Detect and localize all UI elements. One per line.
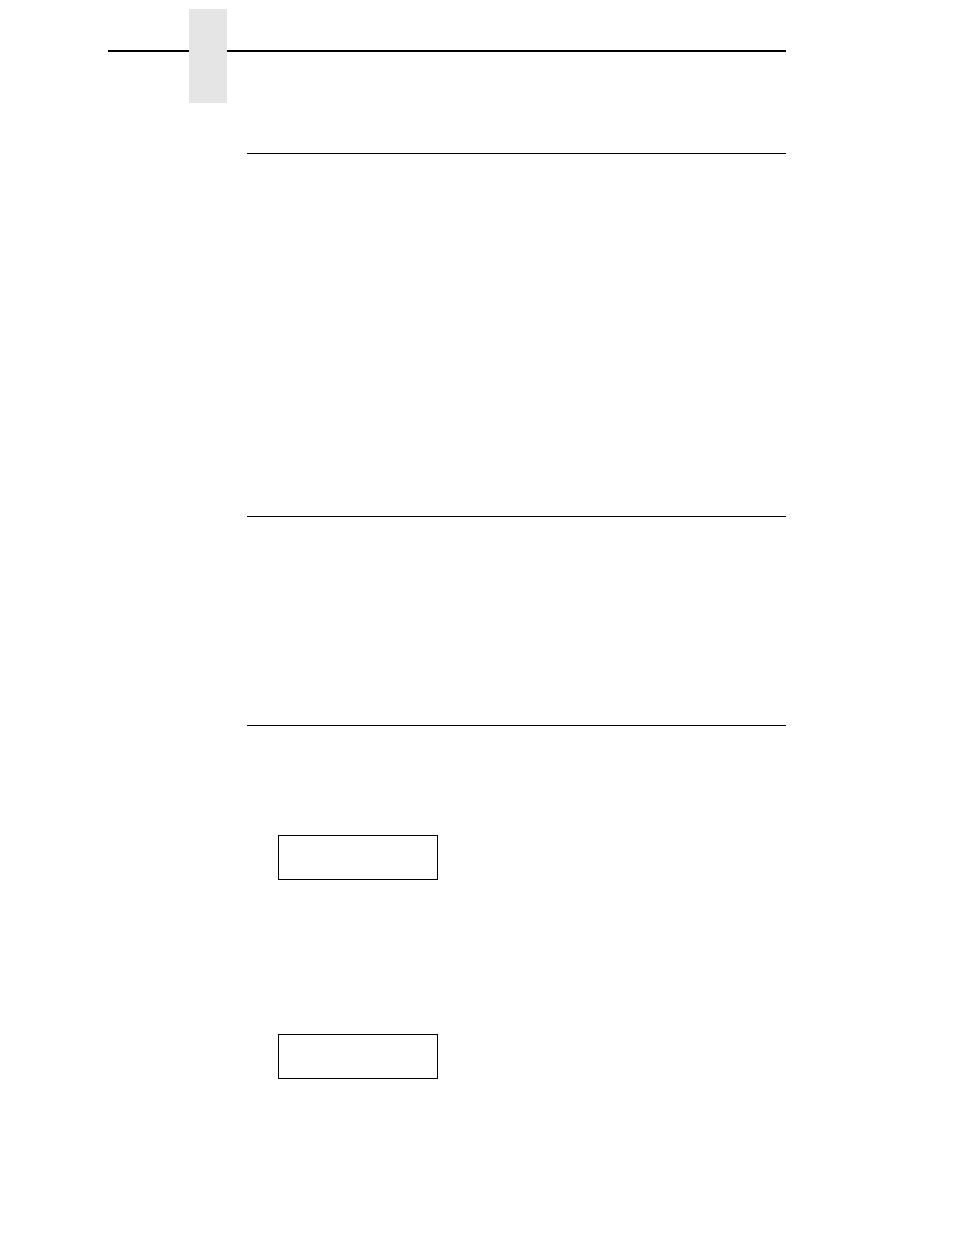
top-rule-right (227, 50, 786, 52)
section-rule-3 (247, 725, 786, 726)
header-grey-tab (189, 9, 227, 103)
top-rule-left (108, 50, 189, 52)
section-rule-2 (247, 516, 786, 517)
page-root (0, 0, 954, 1235)
content-box-2 (278, 1034, 438, 1079)
section-rule-1 (247, 153, 786, 154)
content-box-1 (278, 835, 438, 880)
